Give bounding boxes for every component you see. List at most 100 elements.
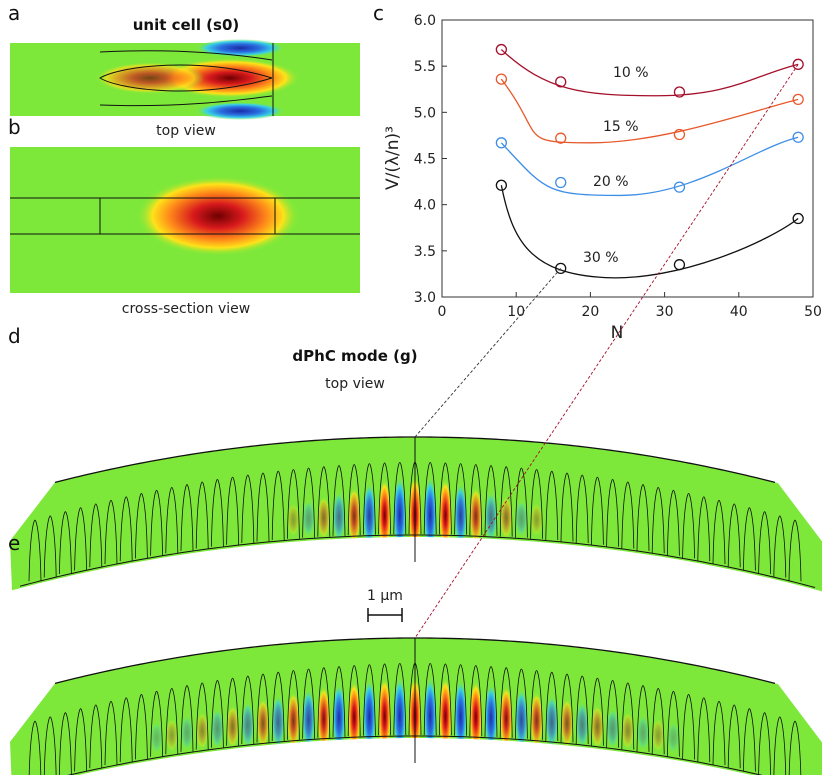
field-lobe bbox=[590, 705, 604, 749]
tooth-outline bbox=[560, 472, 574, 542]
field-lobe bbox=[226, 705, 240, 749]
tooth-outline bbox=[606, 680, 619, 748]
tooth-outline bbox=[758, 511, 771, 574]
tooth-outline bbox=[317, 466, 331, 537]
data-point bbox=[495, 179, 508, 191]
field-lobe bbox=[332, 683, 346, 753]
x-tick-label: 40 bbox=[730, 304, 748, 320]
tooth-outline bbox=[195, 682, 209, 750]
panel-c-letter: c bbox=[373, 1, 384, 25]
field-lobe bbox=[454, 679, 468, 754]
tooth-outline bbox=[454, 664, 467, 736]
x-tick-label: 20 bbox=[581, 304, 599, 320]
data-point bbox=[555, 262, 567, 275]
tooth-outline bbox=[59, 511, 72, 574]
tooth-outline bbox=[135, 493, 148, 559]
series-label: 15 % bbox=[603, 119, 639, 135]
tooth-outline bbox=[773, 716, 787, 775]
panel-b-caption: cross-section view bbox=[122, 301, 250, 317]
connector-d bbox=[414, 268, 562, 438]
tooth-outline bbox=[423, 662, 437, 736]
tooth-outline bbox=[180, 685, 194, 752]
field-lobe bbox=[195, 712, 209, 750]
field-lobe bbox=[347, 681, 361, 754]
field-lobe bbox=[484, 491, 498, 542]
field-lobe bbox=[393, 476, 407, 554]
data-point bbox=[673, 128, 686, 141]
y-tick-label: 4.5 bbox=[414, 152, 436, 168]
tooth-outline bbox=[165, 486, 179, 554]
tooth-outline bbox=[621, 481, 635, 549]
tooth-outline bbox=[347, 665, 361, 737]
tooth-outline bbox=[667, 489, 680, 556]
field-lobe bbox=[560, 698, 574, 749]
tooth-outline bbox=[682, 694, 695, 760]
waveguide-bottom-edge bbox=[19, 534, 816, 588]
field-lobe bbox=[286, 503, 300, 537]
data-point bbox=[792, 93, 804, 106]
tooth-outline bbox=[743, 708, 756, 772]
tooth-outline bbox=[59, 712, 72, 775]
panel-b-letter: b bbox=[8, 115, 21, 139]
tooth-outline bbox=[393, 662, 407, 736]
panel-e-field bbox=[10, 637, 822, 775]
field-lobe bbox=[454, 483, 468, 549]
tooth-outline bbox=[347, 464, 361, 536]
field-lobe bbox=[666, 721, 680, 754]
field-lobe bbox=[302, 688, 316, 751]
tooth-outline bbox=[28, 519, 42, 582]
data-point bbox=[673, 181, 686, 193]
field-lobe bbox=[469, 681, 483, 754]
tooth-outline bbox=[271, 671, 285, 742]
tooth-outline bbox=[621, 682, 635, 750]
tooth-outline bbox=[530, 670, 543, 740]
field-lobe bbox=[621, 712, 635, 750]
field-lobe bbox=[423, 677, 437, 755]
scale-bar: 1 μm bbox=[367, 588, 403, 622]
tooth-outline bbox=[484, 666, 498, 737]
data-point bbox=[495, 73, 508, 85]
field-lobe bbox=[362, 679, 376, 754]
tooth-outline bbox=[119, 697, 133, 763]
tooth-outline bbox=[727, 704, 741, 769]
panel-a-title: unit cell (s0) bbox=[133, 16, 240, 34]
field-lobe bbox=[165, 718, 179, 752]
tooth-outline bbox=[530, 469, 543, 539]
field-lobe bbox=[499, 686, 513, 752]
field-lobe bbox=[362, 483, 376, 549]
field-lobe bbox=[575, 701, 589, 749]
field-lobe bbox=[256, 698, 270, 749]
tooth-outline bbox=[89, 503, 103, 568]
tooth-outline bbox=[226, 677, 239, 746]
waveguide-bottom-edge bbox=[67, 735, 763, 775]
field-lobe bbox=[378, 479, 392, 552]
data-point bbox=[673, 86, 686, 98]
tooth-outline bbox=[104, 700, 118, 766]
field-lobe bbox=[393, 677, 407, 755]
field-lobe bbox=[484, 683, 498, 753]
tooth-outline bbox=[119, 496, 133, 562]
panel-d-field bbox=[10, 436, 822, 592]
y-tick-label: 3.0 bbox=[414, 290, 436, 306]
tooth-outline bbox=[271, 470, 285, 541]
field-lobe bbox=[286, 692, 300, 750]
tooth-outline bbox=[682, 493, 695, 559]
x-axis-label: N bbox=[611, 323, 624, 343]
tooth-outline bbox=[150, 489, 163, 556]
tooth-outline bbox=[302, 668, 315, 739]
y-tick-label: 6.0 bbox=[414, 13, 436, 29]
data-point bbox=[555, 76, 567, 88]
field-lobe bbox=[150, 721, 164, 754]
panel-d-caption: top view bbox=[325, 376, 385, 392]
tooth-outline bbox=[773, 515, 787, 578]
tooth-outline bbox=[150, 690, 163, 757]
tooth-outline bbox=[28, 720, 42, 775]
tooth-outline bbox=[43, 515, 57, 578]
tooth-outline bbox=[135, 694, 148, 760]
field-lobe bbox=[636, 715, 650, 751]
tooth-outline bbox=[636, 484, 650, 551]
tooth-outline bbox=[712, 700, 726, 766]
field-lobe bbox=[438, 479, 452, 552]
tooth-outline bbox=[363, 463, 376, 535]
